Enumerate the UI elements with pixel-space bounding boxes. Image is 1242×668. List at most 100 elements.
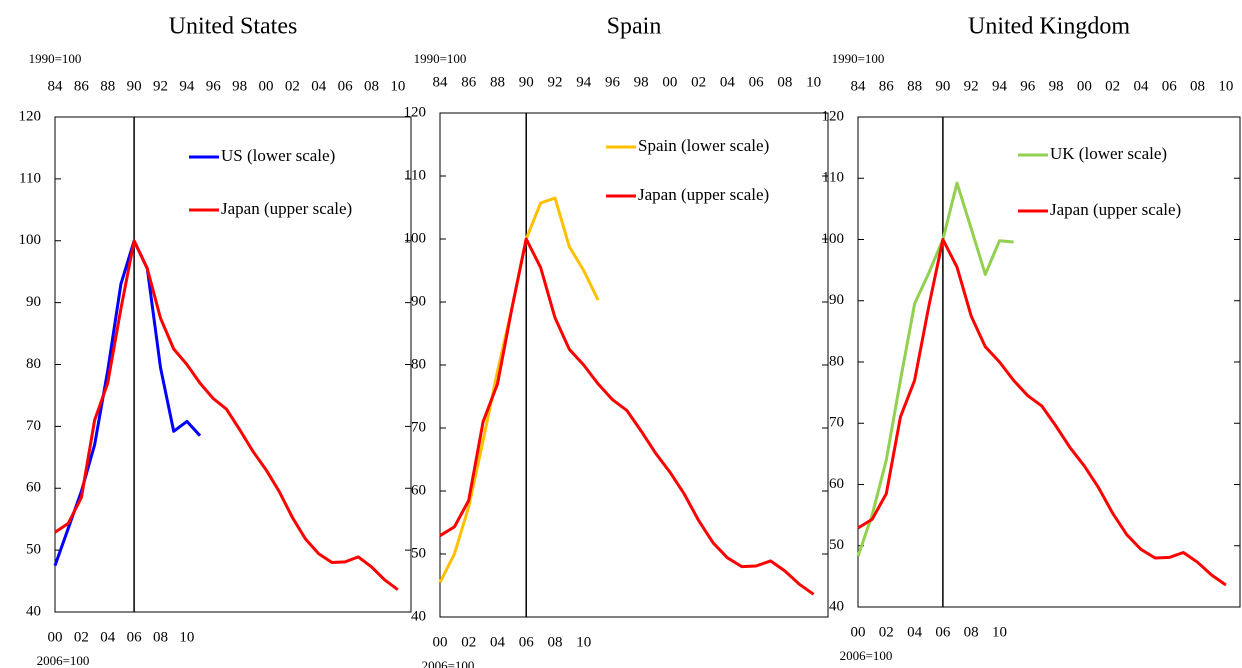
bottom-tick-label: 08 (964, 624, 979, 640)
top-tick-label: 06 (749, 74, 765, 90)
bottom-tick-label: 10 (576, 634, 591, 650)
top-tick-label: 94 (992, 78, 1008, 94)
top-tick-label: 86 (461, 74, 477, 90)
series-line (53, 239, 202, 567)
y-tick-label: 70 (411, 419, 426, 435)
top-tick-label: 06 (1162, 78, 1178, 94)
bottom-tick-label: 02 (74, 629, 89, 645)
bottom-tick-label: 04 (490, 634, 506, 650)
y-tick-label: 100 (404, 230, 427, 246)
top-tick-label: 92 (547, 74, 562, 90)
plot-frame (439, 112, 829, 618)
top-tick-label: 08 (1190, 78, 1205, 94)
bottom-tick-label: 08 (547, 634, 562, 650)
series-line (856, 181, 1014, 557)
series-line (439, 237, 815, 596)
bottom-tick-label: 08 (153, 629, 168, 645)
y-tick-label: 90 (829, 292, 844, 308)
top-tick-label: 02 (285, 78, 300, 94)
series-line (54, 239, 399, 591)
series-line (857, 238, 1227, 587)
top-tick-label: 88 (490, 74, 505, 90)
legend-label: Japan (upper scale) (638, 185, 769, 204)
y-tick-label: 110 (822, 170, 844, 186)
bottom-tick-label: 04 (100, 629, 116, 645)
bottom-tick-label: 04 (907, 624, 923, 640)
bottom-axis-label: 2006=100 (840, 648, 893, 663)
top-tick-label: 86 (74, 78, 90, 94)
top-tick-label: 08 (777, 74, 792, 90)
top-tick-label: 94 (576, 74, 592, 90)
bottom-tick-label: 06 (519, 634, 535, 650)
top-tick-label: 02 (691, 74, 706, 90)
bottom-tick-label: 10 (179, 629, 194, 645)
y-tick-label: 60 (829, 476, 844, 492)
top-tick-label: 00 (1077, 78, 1092, 94)
bottom-axis-label: 2006=100 (422, 658, 475, 668)
top-tick-label: 06 (338, 78, 354, 94)
y-tick-label: 70 (26, 418, 41, 434)
top-tick-label: 00 (258, 78, 273, 94)
y-tick-label: 90 (26, 294, 41, 310)
panel-title: United Kingdom (968, 14, 1130, 40)
bottom-tick-label: 02 (879, 624, 894, 640)
y-tick-label: 40 (829, 598, 844, 614)
y-tick-label: 100 (19, 232, 42, 248)
top-tick-label: 08 (364, 78, 379, 94)
y-tick-label: 40 (411, 608, 426, 624)
bottom-tick-label: 00 (48, 629, 63, 645)
top-tick-label: 98 (232, 78, 247, 94)
y-tick-label: 50 (26, 542, 41, 558)
top-tick-label: 88 (100, 78, 115, 94)
bottom-tick-label: 00 (433, 634, 448, 650)
y-tick-label: 120 (822, 108, 845, 124)
top-tick-label: 98 (1049, 78, 1064, 94)
top-tick-label: 84 (433, 74, 449, 90)
y-tick-label: 100 (822, 231, 845, 247)
top-axis-label: 1990=100 (29, 51, 82, 66)
y-tick-label: 80 (829, 353, 844, 369)
plot-frame (54, 116, 412, 613)
top-tick-label: 04 (311, 78, 327, 94)
top-axis-label: 1990=100 (414, 51, 467, 66)
top-tick-label: 10 (1218, 78, 1233, 94)
top-axis-label: 1990=100 (832, 51, 885, 66)
top-tick-label: 88 (907, 78, 922, 94)
top-tick-label: 10 (806, 74, 821, 90)
y-tick-label: 50 (411, 545, 426, 561)
y-tick-label: 50 (829, 537, 844, 553)
panel-title: Spain (607, 14, 662, 40)
bottom-tick-label: 06 (935, 624, 951, 640)
top-tick-label: 98 (634, 74, 649, 90)
top-tick-label: 90 (935, 78, 950, 94)
top-tick-label: 04 (1133, 78, 1149, 94)
y-tick-label: 60 (26, 480, 41, 496)
y-tick-label: 120 (19, 108, 42, 124)
top-tick-label: 96 (206, 78, 222, 94)
y-tick-label: 60 (411, 482, 426, 498)
y-tick-label: 80 (411, 356, 426, 372)
top-tick-label: 86 (879, 78, 895, 94)
y-tick-label: 90 (411, 293, 426, 309)
bottom-tick-label: 00 (851, 624, 866, 640)
legend-label: Japan (upper scale) (221, 199, 352, 218)
top-tick-label: 10 (390, 78, 405, 94)
top-tick-label: 04 (720, 74, 736, 90)
top-tick-label: 96 (1020, 78, 1036, 94)
y-tick-label: 80 (26, 356, 41, 372)
y-tick-label: 110 (19, 170, 41, 186)
y-tick-label: 70 (829, 415, 844, 431)
panel-title: United States (169, 14, 298, 40)
top-tick-label: 02 (1105, 78, 1120, 94)
top-tick-label: 00 (662, 74, 677, 90)
top-tick-label: 96 (605, 74, 621, 90)
y-tick-label: 40 (26, 603, 41, 619)
legend-label: Spain (lower scale) (638, 136, 769, 155)
y-tick-label: 120 (404, 104, 427, 120)
top-tick-label: 92 (153, 78, 168, 94)
bottom-tick-label: 06 (127, 629, 143, 645)
top-tick-label: 84 (48, 78, 64, 94)
bottom-tick-label: 02 (461, 634, 476, 650)
